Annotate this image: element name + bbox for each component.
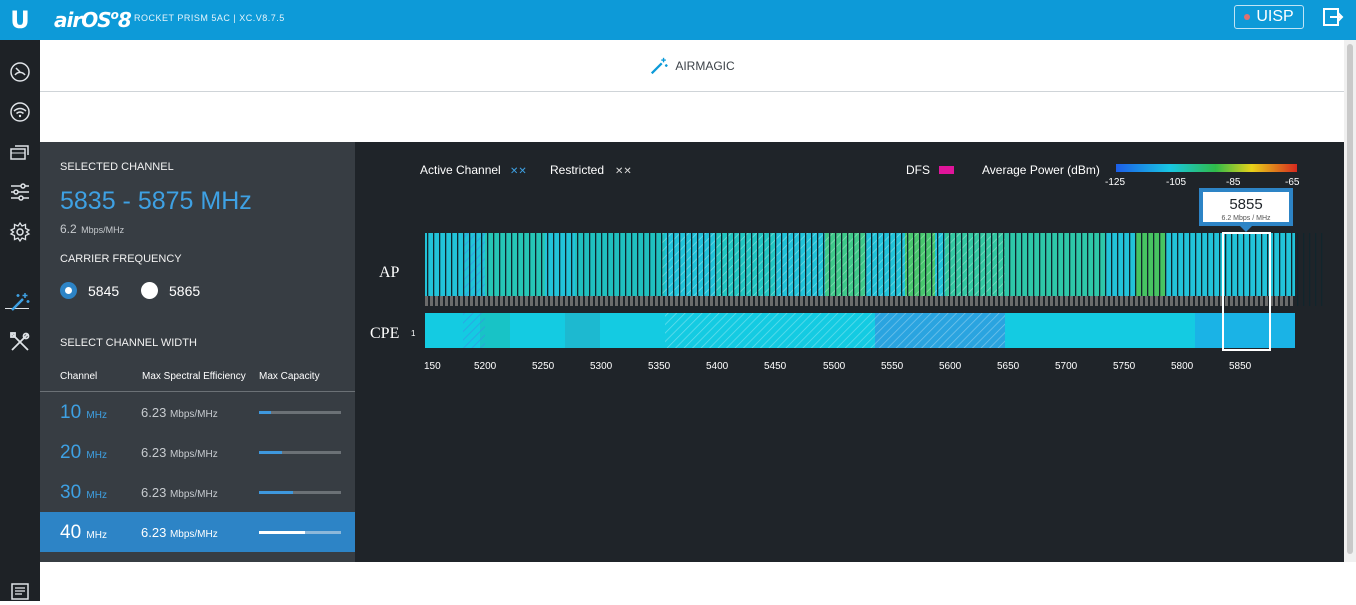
width-efficiency: 6.23 Mbps/MHz bbox=[141, 485, 218, 500]
airmagic-icon[interactable] bbox=[5, 289, 35, 315]
spectrum-graph: Active Channel ✕✕ Restricted ✕✕ DFS Aver… bbox=[370, 163, 1325, 372]
width-efficiency: 6.23 Mbps/MHz bbox=[141, 445, 218, 460]
width-value: 40 MHz bbox=[60, 522, 107, 543]
legend-restricted-mark: ✕✕ bbox=[615, 166, 632, 177]
legend-active-label: Active Channel bbox=[420, 163, 501, 177]
cpe-spectrum-row bbox=[425, 313, 1295, 348]
power-tick-4: -65 bbox=[1285, 177, 1300, 188]
tick-12: 5750 bbox=[1113, 361, 1136, 372]
frequency-tooltip: 5855 6.2 Mbps / MHz bbox=[1199, 188, 1293, 232]
carrier-label-2: 5865 bbox=[169, 282, 201, 299]
tick-10: 5650 bbox=[997, 361, 1020, 372]
width-value: 20 MHz bbox=[60, 442, 107, 463]
cpe-count: 1 bbox=[411, 329, 416, 338]
logout-icon[interactable] bbox=[1322, 6, 1344, 28]
carrier-label-1: 5845 bbox=[88, 282, 120, 299]
tick-13: 5800 bbox=[1171, 361, 1194, 372]
product-label: airOS bbox=[54, 8, 112, 32]
legend-active-mark: ✕✕ bbox=[510, 166, 527, 177]
carrier-option-2[interactable]: 5865 bbox=[141, 282, 200, 299]
power-scale bbox=[1116, 164, 1297, 172]
radio-dot bbox=[65, 287, 72, 294]
legend-dfs-swatch bbox=[939, 166, 954, 174]
tooltip-eff: 6.2 Mbps / MHz bbox=[1221, 215, 1271, 222]
carrier-heading: CARRIER FREQUENCY bbox=[60, 253, 182, 265]
uisp-button[interactable]: UISP bbox=[1234, 5, 1304, 29]
width-row-30[interactable]: 30 MHz 6.23 Mbps/MHz bbox=[40, 472, 355, 512]
width-row-40[interactable]: 40 MHz 6.23 Mbps/MHz bbox=[40, 512, 355, 552]
power-tick-2: -105 bbox=[1166, 177, 1186, 188]
col-efficiency: Max Spectral Efficiency bbox=[142, 371, 246, 382]
radio-selected[interactable] bbox=[60, 282, 77, 299]
row-label-cpe: CPE bbox=[370, 325, 399, 342]
tick-9: 5600 bbox=[939, 361, 962, 372]
width-efficiency: 6.23 Mbps/MHz bbox=[141, 405, 218, 420]
width-value: 30 MHz bbox=[60, 482, 107, 503]
scrollbar-thumb[interactable] bbox=[1347, 44, 1353, 554]
tick-8: 5550 bbox=[881, 361, 904, 372]
selected-channel-heading: SELECTED CHANNEL bbox=[60, 161, 174, 173]
tooltip-freq: 5855 bbox=[1229, 196, 1262, 213]
capacity-bar bbox=[259, 451, 341, 454]
efficiency-unit: Mbps/MHz bbox=[81, 225, 125, 235]
tick-5: 5400 bbox=[706, 361, 729, 372]
tick-7: 5500 bbox=[823, 361, 846, 372]
capacity-bar bbox=[259, 491, 341, 494]
width-row-10[interactable]: 10 MHz 6.23 Mbps/MHz bbox=[40, 392, 355, 432]
ubiquiti-logo[interactable]: U bbox=[0, 0, 40, 40]
log-icon[interactable] bbox=[5, 579, 35, 605]
tick-1: 5200 bbox=[474, 361, 497, 372]
logo-glyph: U bbox=[10, 6, 30, 34]
settings-icon[interactable] bbox=[5, 219, 35, 245]
selected-efficiency: 6.2 Mbps/MHz bbox=[60, 220, 124, 238]
tick-14: 5850 bbox=[1229, 361, 1252, 372]
dashboard-icon[interactable] bbox=[5, 59, 35, 85]
services-icon[interactable] bbox=[5, 179, 35, 205]
capacity-bar bbox=[259, 411, 341, 414]
capacity-bar bbox=[259, 531, 341, 534]
channel-width-heading: SELECT CHANNEL WIDTH bbox=[60, 337, 197, 349]
product-name: airOSo8 bbox=[54, 8, 132, 32]
device-name: ROCKET PRISM 5AC | XC.V8.7.5 bbox=[134, 13, 285, 23]
selected-channel-range: 5835 - 5875 MHz bbox=[60, 187, 252, 215]
tick-4: 5350 bbox=[648, 361, 671, 372]
col-channel: Channel bbox=[60, 371, 98, 382]
tick-3: 5300 bbox=[590, 361, 613, 372]
scrollbar[interactable] bbox=[1344, 40, 1356, 562]
spectrum-panel: Active Channel ✕✕ Restricted ✕✕ DFS Aver… bbox=[355, 142, 1344, 562]
tools-icon[interactable] bbox=[5, 329, 35, 355]
selected-channel-box[interactable] bbox=[1222, 232, 1271, 351]
product-version: 8 bbox=[117, 8, 132, 32]
legend-dfs-label: DFS bbox=[906, 163, 930, 177]
top-bar: U airOSo8 ROCKET PRISM 5AC | XC.V8.7.5 U… bbox=[0, 0, 1356, 40]
ap-spectrum-row bbox=[425, 233, 1325, 306]
uisp-status-dot bbox=[1244, 14, 1251, 20]
airmagic-header: AIRMAGIC bbox=[40, 40, 1344, 92]
power-tick-3: -85 bbox=[1226, 177, 1241, 188]
row-label-ap: AP bbox=[379, 264, 400, 281]
network-icon[interactable] bbox=[5, 139, 35, 165]
legend-power-label: Average Power (dBm) bbox=[982, 163, 1100, 177]
col-capacity: Max Capacity bbox=[259, 371, 320, 382]
width-row-20[interactable]: 20 MHz 6.23 Mbps/MHz bbox=[40, 432, 355, 472]
carrier-option-1[interactable]: 5845 bbox=[60, 282, 119, 299]
airmagic-title: AIRMAGIC bbox=[675, 58, 735, 73]
airmagic-wand-icon bbox=[651, 57, 668, 74]
sidebar bbox=[0, 40, 40, 601]
tick-11: 5700 bbox=[1055, 361, 1078, 372]
legend-restricted-label: Restricted bbox=[550, 163, 604, 177]
width-value: 10 MHz bbox=[60, 402, 107, 423]
tick-2: 5250 bbox=[532, 361, 555, 372]
table-divider bbox=[40, 391, 355, 392]
tick-6: 5450 bbox=[764, 361, 787, 372]
uisp-label: UISP bbox=[1256, 8, 1294, 25]
power-tick-1: -125 bbox=[1105, 177, 1125, 188]
wireless-icon[interactable] bbox=[5, 99, 35, 125]
radio-unselected[interactable] bbox=[141, 282, 158, 299]
efficiency-value: 6.2 bbox=[60, 222, 77, 236]
width-efficiency: 6.23 Mbps/MHz bbox=[141, 525, 218, 540]
tick-0: 150 bbox=[424, 361, 441, 372]
sidebar-divider bbox=[5, 308, 29, 309]
frequency-axis: 150 5200 5250 5300 5350 5400 5450 5500 5… bbox=[424, 361, 1252, 372]
